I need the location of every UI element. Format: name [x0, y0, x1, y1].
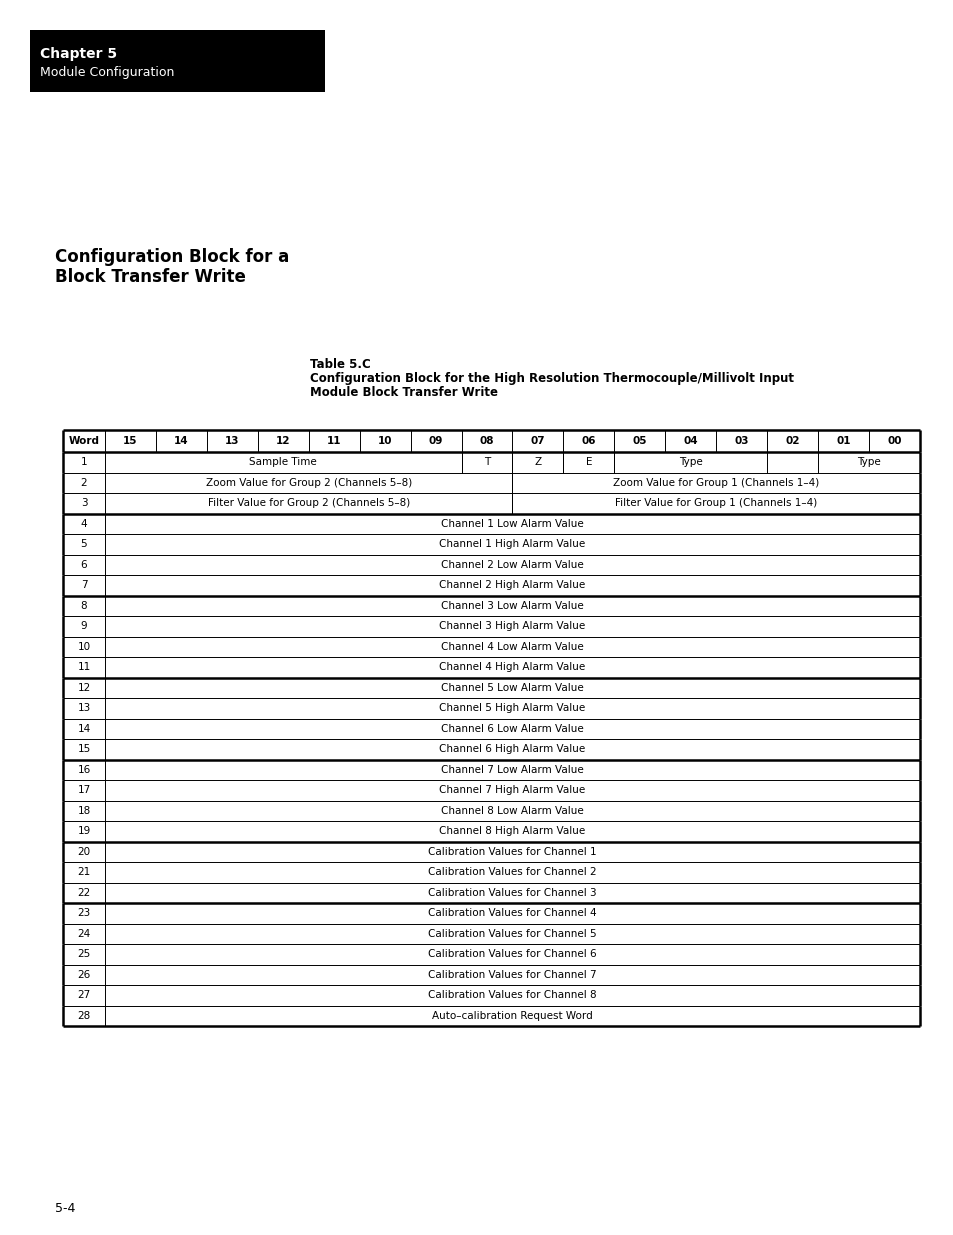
- Text: 13: 13: [225, 436, 239, 446]
- Text: 4: 4: [81, 519, 88, 529]
- Text: 08: 08: [479, 436, 494, 446]
- Text: Calibration Values for Channel 3: Calibration Values for Channel 3: [428, 888, 597, 898]
- Text: Calibration Values for Channel 1: Calibration Values for Channel 1: [428, 847, 597, 857]
- Text: 09: 09: [429, 436, 443, 446]
- Text: 11: 11: [77, 662, 91, 672]
- Text: Channel 3 High Alarm Value: Channel 3 High Alarm Value: [439, 621, 585, 631]
- Text: Block Transfer Write: Block Transfer Write: [55, 268, 246, 287]
- Text: 20: 20: [77, 847, 91, 857]
- Text: Zoom Value for Group 1 (Channels 1–4): Zoom Value for Group 1 (Channels 1–4): [613, 478, 819, 488]
- Text: 12: 12: [77, 683, 91, 693]
- Text: 12: 12: [275, 436, 291, 446]
- Text: T: T: [483, 457, 490, 467]
- Text: Channel 1 High Alarm Value: Channel 1 High Alarm Value: [439, 540, 585, 550]
- Text: 07: 07: [530, 436, 545, 446]
- Text: Channel 1 Low Alarm Value: Channel 1 Low Alarm Value: [440, 519, 583, 529]
- Text: 04: 04: [682, 436, 698, 446]
- Text: 1: 1: [81, 457, 88, 467]
- Text: Channel 7 Low Alarm Value: Channel 7 Low Alarm Value: [440, 764, 583, 774]
- Text: 25: 25: [77, 950, 91, 960]
- Text: 01: 01: [836, 436, 850, 446]
- Text: 5: 5: [81, 540, 88, 550]
- Text: Channel 7 High Alarm Value: Channel 7 High Alarm Value: [439, 785, 585, 795]
- Text: 22: 22: [77, 888, 91, 898]
- Text: 24: 24: [77, 929, 91, 939]
- Text: Calibration Values for Channel 6: Calibration Values for Channel 6: [428, 950, 597, 960]
- Text: 11: 11: [327, 436, 341, 446]
- Text: Calibration Values for Channel 2: Calibration Values for Channel 2: [428, 867, 597, 877]
- Text: 02: 02: [784, 436, 799, 446]
- Text: Calibration Values for Channel 4: Calibration Values for Channel 4: [428, 908, 597, 919]
- Text: Calibration Values for Channel 8: Calibration Values for Channel 8: [428, 990, 597, 1000]
- Text: 19: 19: [77, 826, 91, 836]
- Text: 8: 8: [81, 600, 88, 611]
- Text: Channel 8 High Alarm Value: Channel 8 High Alarm Value: [439, 826, 585, 836]
- Text: Module Block Transfer Write: Module Block Transfer Write: [310, 387, 497, 399]
- Text: 26: 26: [77, 969, 91, 979]
- Text: Chapter 5: Chapter 5: [40, 47, 117, 61]
- Text: Channel 5 High Alarm Value: Channel 5 High Alarm Value: [439, 703, 585, 714]
- Text: Channel 6 High Alarm Value: Channel 6 High Alarm Value: [439, 745, 585, 755]
- Text: 7: 7: [81, 580, 88, 590]
- Text: 27: 27: [77, 990, 91, 1000]
- Text: Channel 8 Low Alarm Value: Channel 8 Low Alarm Value: [440, 805, 583, 816]
- Text: 00: 00: [886, 436, 901, 446]
- Text: Channel 4 Low Alarm Value: Channel 4 Low Alarm Value: [440, 642, 583, 652]
- Bar: [30, 30, 325, 91]
- Text: 10: 10: [377, 436, 392, 446]
- Text: Table 5.C: Table 5.C: [310, 358, 371, 370]
- Text: Filter Value for Group 2 (Channels 5–8): Filter Value for Group 2 (Channels 5–8): [208, 498, 410, 509]
- Text: Filter Value for Group 1 (Channels 1–4): Filter Value for Group 1 (Channels 1–4): [615, 498, 817, 509]
- Text: Zoom Value for Group 2 (Channels 5–8): Zoom Value for Group 2 (Channels 5–8): [206, 478, 412, 488]
- Text: Z: Z: [534, 457, 541, 467]
- Text: Calibration Values for Channel 5: Calibration Values for Channel 5: [428, 929, 597, 939]
- Text: 15: 15: [123, 436, 137, 446]
- Text: 13: 13: [77, 703, 91, 714]
- Text: 2: 2: [81, 478, 88, 488]
- Text: Configuration Block for the High Resolution Thermocouple/Millivolt Input: Configuration Block for the High Resolut…: [310, 372, 793, 385]
- Text: 21: 21: [77, 867, 91, 877]
- Text: Channel 2 Low Alarm Value: Channel 2 Low Alarm Value: [440, 559, 583, 569]
- Text: 9: 9: [81, 621, 88, 631]
- Text: 03: 03: [734, 436, 748, 446]
- Text: 28: 28: [77, 1010, 91, 1021]
- Text: Type: Type: [857, 457, 880, 467]
- Text: 23: 23: [77, 908, 91, 919]
- Text: Word: Word: [69, 436, 99, 446]
- Text: 6: 6: [81, 559, 88, 569]
- Text: Auto–calibration Request Word: Auto–calibration Request Word: [432, 1010, 592, 1021]
- Text: Channel 3 Low Alarm Value: Channel 3 Low Alarm Value: [440, 600, 583, 611]
- Text: 17: 17: [77, 785, 91, 795]
- Text: 14: 14: [173, 436, 189, 446]
- Text: 05: 05: [632, 436, 646, 446]
- Text: 06: 06: [581, 436, 596, 446]
- Text: 16: 16: [77, 764, 91, 774]
- Text: Sample Time: Sample Time: [249, 457, 316, 467]
- Text: Module Configuration: Module Configuration: [40, 65, 174, 79]
- Text: 3: 3: [81, 498, 88, 509]
- Text: 5-4: 5-4: [55, 1202, 75, 1215]
- Text: Channel 2 High Alarm Value: Channel 2 High Alarm Value: [439, 580, 585, 590]
- Text: Channel 4 High Alarm Value: Channel 4 High Alarm Value: [439, 662, 585, 672]
- Text: 15: 15: [77, 745, 91, 755]
- Text: 10: 10: [77, 642, 91, 652]
- Text: 18: 18: [77, 805, 91, 816]
- Text: Configuration Block for a: Configuration Block for a: [55, 248, 289, 266]
- Text: Type: Type: [679, 457, 702, 467]
- Text: E: E: [585, 457, 592, 467]
- Text: 14: 14: [77, 724, 91, 734]
- Text: Channel 6 Low Alarm Value: Channel 6 Low Alarm Value: [440, 724, 583, 734]
- Text: Channel 5 Low Alarm Value: Channel 5 Low Alarm Value: [440, 683, 583, 693]
- Text: Calibration Values for Channel 7: Calibration Values for Channel 7: [428, 969, 597, 979]
